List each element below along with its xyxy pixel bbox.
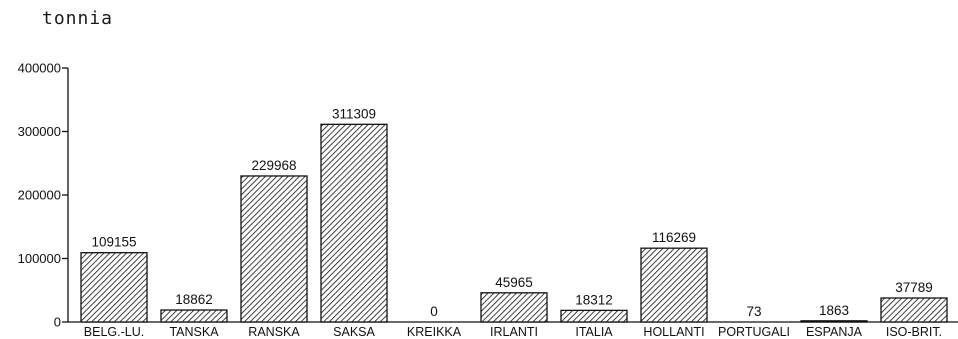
unit-label: tonnia [42,8,114,29]
category-label: SAKSA [333,325,375,339]
bar [320,123,388,323]
y-tick-label: 400000 [18,61,61,76]
category-label: TANSKA [169,325,219,339]
bar [560,309,628,323]
y-tick-label: 100000 [18,251,61,266]
category-label: ITALIA [575,325,613,339]
bar [160,309,228,323]
y-tick-label: 200000 [18,188,61,203]
category-label: ISO-BRIT. [886,325,942,339]
data-label: 73 [746,304,761,319]
category-label: RANSKA [248,325,300,339]
bar [880,297,948,323]
bar [240,175,308,323]
data-label: 116269 [652,230,696,245]
bar [640,247,708,323]
bar [80,252,148,323]
data-label: 37789 [895,280,933,295]
data-label: 229968 [251,158,296,173]
category-label: PORTUGALI [718,325,790,339]
data-label: 0 [430,304,438,319]
data-label: 18312 [575,292,613,307]
category-label: HOLLANTI [643,325,704,339]
bar [800,320,868,323]
category-label: BELG.-LU. [84,325,144,339]
bar [480,292,548,323]
category-label: KREIKKA [407,325,462,339]
category-label: IRLANTI [490,325,538,339]
data-label: 45965 [495,275,533,290]
y-tick-label: 0 [54,315,61,330]
data-label: 109155 [91,235,136,250]
data-label: 311309 [332,106,376,121]
data-label: 1863 [819,303,849,318]
y-tick-label: 300000 [18,124,61,139]
data-label: 18862 [175,292,213,307]
category-label: ESPANJA [806,325,863,339]
